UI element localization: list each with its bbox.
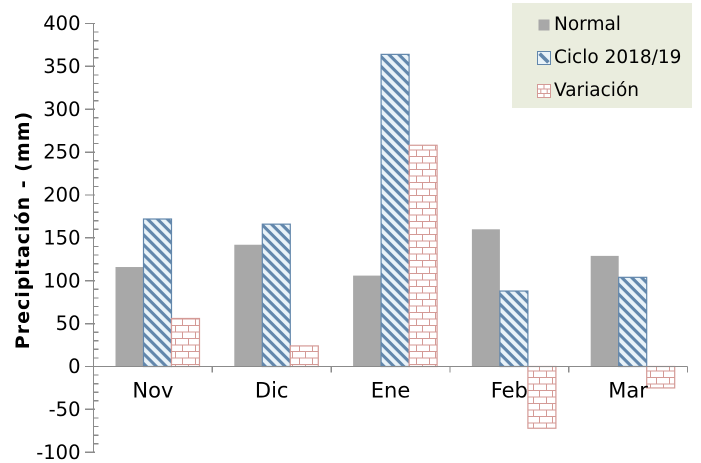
- legend-item-variacion: Variación: [537, 74, 692, 107]
- swatch-solid-gray: [538, 19, 550, 30]
- x-tick-label-mar: Mar: [608, 379, 648, 403]
- y-tick-label: -50: [49, 398, 81, 421]
- bar-normal-feb: [471, 229, 500, 367]
- bar-ciclo-2018-19-feb: [499, 290, 529, 368]
- bar-variaci-n-feb: [527, 365, 557, 429]
- x-tick-label-nov: Nov: [132, 379, 173, 403]
- bar-ciclo-2018-19-mar: [618, 276, 648, 368]
- bar-normal-mar: [590, 255, 619, 367]
- bar-variaci-n-ene: [408, 144, 438, 368]
- x-tick-label-ene: Ene: [371, 379, 411, 403]
- x-tick-label-dic: Dic: [255, 379, 289, 403]
- y-tick-labels: 400 350 300 250 200 150 100 50 0 -50 -100: [36, 12, 80, 463]
- legend-item-ciclo-2018-19: Ciclo 2018/19: [537, 41, 692, 74]
- y-tick-label: 150: [43, 226, 80, 249]
- bar-ciclo-2018-19-dic: [261, 223, 291, 368]
- bar-ciclo-2018-19-ene: [380, 53, 410, 368]
- bars-layer: [115, 53, 676, 429]
- y-tick-label: 50: [56, 312, 81, 335]
- bar-ciclo-2018-19-nov: [142, 218, 173, 368]
- y-tick-label: 400: [43, 12, 80, 35]
- bar-normal-nov: [115, 267, 144, 367]
- legend-marker-variacion-icon: [537, 83, 551, 98]
- legend-marker-normal-icon: [538, 19, 550, 30]
- y-tick-label: 100: [43, 269, 80, 292]
- y-axis-title: Precipitación - (mm): [12, 110, 34, 350]
- bar-normal-dic: [234, 244, 263, 367]
- chart-legend: Normal Ciclo 2018/19 Variación: [512, 3, 692, 108]
- bar-variaci-n-dic: [289, 345, 319, 368]
- y-tick-label: 200: [43, 184, 80, 207]
- x-tick-label-feb: Feb: [491, 379, 528, 403]
- y-tick-label: 300: [43, 98, 80, 121]
- legend-marker-ciclo-icon: [537, 50, 551, 65]
- axes-layer: [85, 22, 689, 453]
- y-tick-label: 250: [43, 141, 80, 164]
- x-tick-labels: Nov Dic Ene Feb Mar: [132, 379, 648, 403]
- bar-variaci-n-nov: [170, 317, 201, 368]
- legend-label-ciclo: Ciclo 2018/19: [554, 47, 682, 68]
- y-tick-label: -100: [36, 441, 80, 463]
- y-tick-label: 350: [43, 55, 80, 78]
- bar-variaci-n-mar: [646, 365, 676, 389]
- legend-label-variacion: Variación: [554, 80, 639, 101]
- bar-normal-ene: [353, 275, 382, 367]
- legend-item-normal: Normal: [537, 8, 692, 41]
- legend-label-normal: Normal: [554, 14, 621, 35]
- y-tick-label: 0: [68, 355, 80, 378]
